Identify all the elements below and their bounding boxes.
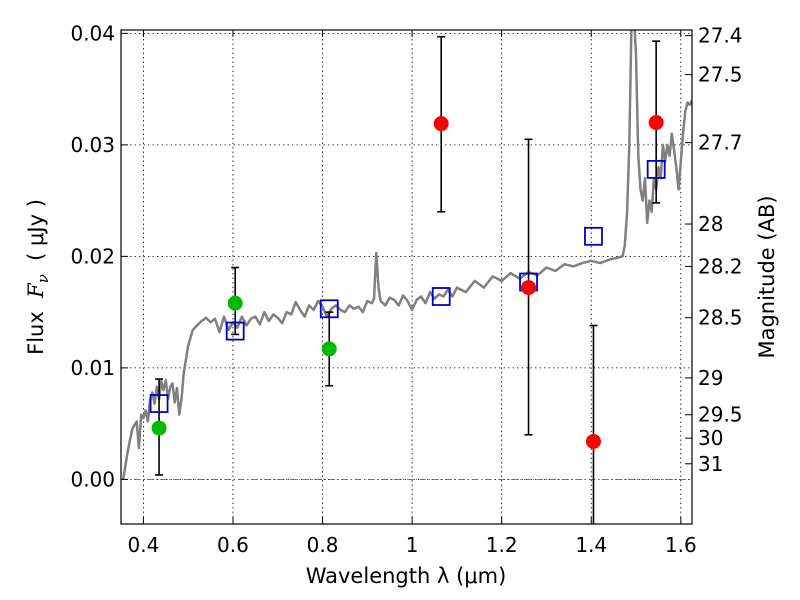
x-axis-label: Wavelength λ (μm) (306, 564, 507, 588)
plot-frame (120, 29, 693, 525)
model-photometry-square (646, 159, 666, 179)
model-spectrum-line (121, 30, 692, 480)
right-magnitude-tick-label: 28.2 (698, 254, 743, 278)
right-magnitude-tick-label: 29.5 (698, 403, 743, 427)
x-tick-label: 0.6 (217, 533, 249, 557)
left-y-label-prefix: Flux (24, 298, 48, 355)
model-photometry-square (225, 321, 245, 341)
x-tick-label: 0.8 (307, 533, 339, 557)
x-tick-label: 1.4 (575, 533, 607, 557)
axis-ticks (121, 30, 692, 524)
model-photometry-square (149, 394, 169, 413)
y-tick-label: 0.02 (70, 244, 115, 268)
red-observed-point (648, 115, 664, 131)
observed-points (151, 115, 664, 449)
x-tick-label: 1.2 (486, 533, 518, 557)
right-magnitude-tick-label: 27.4 (698, 24, 743, 48)
green-observed-point (151, 420, 167, 436)
left-y-label-suffix: ( μJy ) (24, 199, 48, 274)
red-observed-point (433, 116, 449, 132)
model-photometry-square (431, 287, 451, 306)
right-magnitude-tick-label: 28 (698, 212, 723, 236)
x-tick-label: 0.4 (127, 533, 159, 557)
right-magnitude-tick-label: 27.5 (698, 63, 743, 87)
y-tick-label: 0.03 (70, 133, 115, 157)
model-photometry-square (584, 226, 603, 246)
x-tick-label: 1.6 (665, 533, 697, 557)
model-spectrum (121, 30, 692, 480)
error-bars (155, 35, 661, 524)
green-observed-point (227, 295, 243, 311)
right-magnitude-tick-label: 28.5 (698, 306, 743, 330)
left-y-label-subscript: ν (34, 274, 52, 283)
right-magnitude-tick-label: 31 (698, 452, 723, 476)
right-magnitude-tick-label: 29 (698, 366, 723, 390)
y-tick-label: 0.01 (70, 356, 115, 380)
red-observed-point (585, 433, 601, 449)
model-photometry-square (319, 299, 339, 319)
y-tick-label: 0.04 (70, 21, 115, 45)
green-observed-point (321, 341, 337, 357)
right-magnitude-tick-label: 30 (698, 426, 723, 450)
tick-labels: 0.4 0.6 0.8 1 1.2 1.4 1.6 0.00 0.01 0.02 0.03 0.04 2… (70, 21, 742, 557)
red-observed-point (521, 280, 537, 296)
right-y-axis-label: Magnitude (AB) (755, 195, 779, 358)
right-magnitude-tick-label: 27.7 (698, 131, 743, 155)
left-y-label-symbol: F (24, 282, 48, 299)
y-tick-label: 0.00 (70, 467, 115, 491)
left-y-axis-label: Flux Fν ( μJy ) (24, 199, 52, 355)
x-tick-label: 1 (406, 533, 419, 557)
